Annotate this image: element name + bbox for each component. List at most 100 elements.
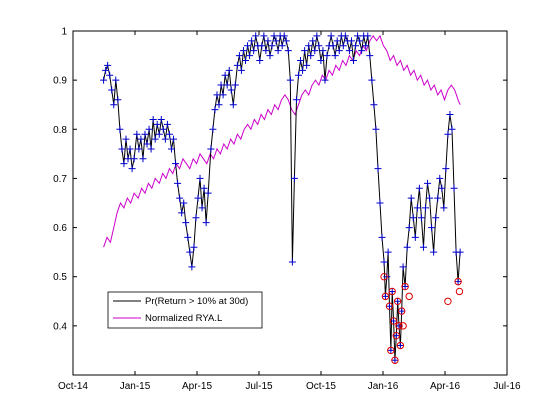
highlight-circle	[395, 322, 403, 330]
data-point-marker	[317, 56, 325, 64]
data-point-marker	[370, 101, 378, 109]
data-point-marker	[380, 258, 388, 266]
y-tick-label: 0.9	[53, 76, 67, 87]
data-point-marker	[354, 32, 362, 40]
data-point-marker	[388, 287, 396, 295]
data-point-marker	[147, 145, 155, 153]
data-point-marker	[167, 145, 175, 153]
highlight-circle	[444, 297, 452, 305]
data-point-marker	[387, 346, 395, 354]
y-tick-label: 1	[61, 27, 67, 38]
data-point-marker	[213, 91, 221, 99]
data-point-marker	[450, 184, 458, 192]
data-point-marker	[319, 47, 327, 55]
data-point-marker	[116, 125, 124, 133]
x-tick-label: Apr-16	[430, 381, 460, 392]
data-point-marker	[170, 135, 178, 143]
data-point-marker	[286, 76, 294, 84]
highlight-circle	[392, 331, 400, 340]
data-point-marker	[126, 145, 134, 153]
data-point-marker	[299, 66, 307, 74]
data-point-marker	[311, 47, 319, 55]
data-point-marker	[350, 56, 358, 64]
data-point-marker	[200, 184, 208, 192]
data-point-marker	[262, 47, 270, 55]
highlight-circle	[405, 292, 413, 301]
data-point-marker	[294, 71, 302, 79]
highlight-circle	[454, 277, 462, 286]
data-point-marker	[102, 66, 110, 74]
x-tick-label: Jan-15	[120, 381, 151, 392]
data-point-marker	[207, 145, 215, 153]
axes-frame	[72, 30, 508, 376]
data-point-marker	[448, 125, 456, 133]
data-point-marker	[333, 37, 341, 45]
data-point-marker	[305, 42, 313, 50]
data-point-marker	[386, 302, 394, 310]
data-point-marker	[266, 52, 274, 60]
data-point-marker	[315, 42, 323, 50]
data-point-marker	[331, 52, 339, 60]
data-point-marker	[217, 81, 225, 89]
data-point-marker	[184, 233, 192, 241]
data-point-marker	[415, 184, 423, 192]
data-point-marker	[290, 174, 298, 182]
data-point-marker	[303, 61, 311, 69]
data-point-marker	[178, 209, 186, 217]
data-point-marker	[186, 248, 194, 256]
data-point-marker	[440, 204, 448, 212]
data-point-marker	[108, 86, 116, 94]
x-tick-label: Oct-15	[306, 381, 336, 392]
legend-label-series-0: Pr(Return > 10% at 30d)	[145, 296, 248, 307]
data-point-marker	[282, 37, 290, 45]
data-point-marker	[274, 47, 282, 55]
data-point-marker	[143, 140, 151, 148]
data-point-marker	[157, 115, 165, 123]
data-point-marker	[124, 155, 132, 163]
data-point-marker	[229, 101, 237, 109]
data-point-marker	[163, 120, 171, 128]
x-tick-label: Apr-15	[182, 381, 212, 392]
highlight-circle	[396, 341, 405, 350]
data-point-marker	[239, 47, 247, 55]
data-point-marker	[104, 61, 112, 69]
data-point-marker	[110, 101, 118, 109]
data-point-marker	[372, 125, 380, 133]
data-point-marker	[403, 243, 411, 251]
data-point-marker	[409, 214, 417, 222]
data-point-marker	[137, 135, 145, 143]
data-point-marker	[159, 125, 167, 133]
data-point-marker	[309, 37, 317, 45]
legend-box	[107, 291, 263, 329]
data-point-marker	[347, 37, 355, 45]
data-point-marker	[196, 174, 204, 182]
data-point-marker	[225, 66, 233, 74]
data-point-marker	[215, 101, 223, 109]
data-point-marker	[252, 32, 260, 40]
data-point-marker	[182, 219, 190, 227]
data-point-marker	[260, 32, 268, 40]
highlight-circle	[398, 307, 406, 315]
data-point-marker	[246, 52, 254, 60]
data-point-marker	[396, 342, 404, 350]
highlight-circle	[393, 297, 402, 305]
data-point-marker	[155, 130, 163, 138]
data-point-marker	[272, 37, 280, 45]
data-point-marker	[264, 37, 272, 45]
data-point-marker	[270, 32, 278, 40]
data-point-marker	[352, 42, 360, 50]
data-point-marker	[411, 233, 419, 241]
data-point-marker	[430, 248, 438, 256]
data-point-marker	[434, 194, 442, 202]
data-point-marker	[395, 322, 403, 330]
data-point-marker	[250, 47, 258, 55]
data-point-marker	[419, 243, 427, 251]
y-tick-label: 0.5	[53, 272, 67, 283]
data-point-marker	[194, 194, 202, 202]
data-point-marker	[235, 52, 243, 60]
data-point-marker	[120, 160, 128, 168]
data-point-marker	[256, 56, 264, 64]
data-point-marker	[307, 52, 315, 60]
data-point-marker	[176, 194, 184, 202]
highlight-circle	[380, 273, 388, 281]
